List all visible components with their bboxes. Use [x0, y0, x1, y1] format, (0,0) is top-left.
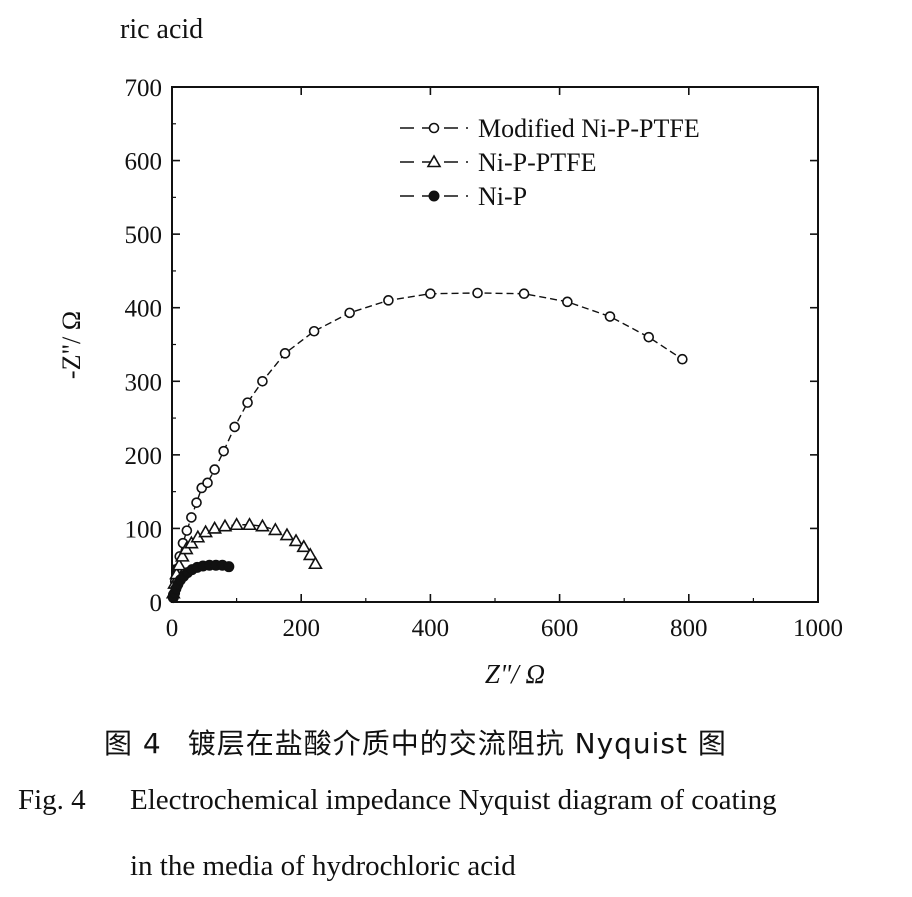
y-tick-label: 500 — [125, 222, 163, 249]
series-layer — [165, 287, 688, 604]
y-tick-label: 700 — [125, 75, 163, 102]
figure-caption-chinese: 图 4 镀层在盐酸介质中的交流阻抗 Nyquist 图 — [104, 722, 727, 762]
data-point — [242, 397, 253, 408]
legend-item: Ni-P-PTFE — [400, 148, 596, 177]
data-point — [308, 325, 320, 337]
data-point — [302, 547, 318, 561]
data-point — [677, 353, 688, 365]
legend-marker — [428, 190, 440, 202]
legend-label: Ni-P — [478, 182, 527, 211]
data-point — [181, 525, 193, 536]
data-point — [643, 331, 655, 343]
data-point — [518, 288, 530, 300]
data-point — [242, 517, 257, 531]
legend-label: Ni-P-PTFE — [478, 148, 596, 177]
data-point — [191, 497, 202, 508]
data-point — [344, 307, 355, 319]
y-tick-label: 300 — [125, 369, 163, 396]
figure-title-en-line1: Electrochemical impedance Nyquist diagra… — [130, 784, 777, 816]
data-point — [171, 557, 187, 571]
y-axis-label: -Z"/ Ω — [57, 311, 86, 379]
y-tick-label: 600 — [125, 149, 163, 176]
figure-caption-english: Fig. 4 Electrochemical impedance Nyquist … — [18, 786, 777, 815]
series-line — [172, 524, 317, 594]
data-point — [223, 561, 235, 573]
data-point — [207, 520, 223, 534]
legend-item: Ni-P — [400, 182, 527, 211]
series-line — [172, 292, 683, 595]
axes-layer: 0 200 400 600 800 1000 0 100 200 300 400 500 600 700 — [125, 75, 844, 642]
legend-item: Modified Ni-P-PTFE — [400, 114, 700, 143]
y-tick-label: 100 — [125, 516, 163, 543]
data-point — [174, 548, 190, 562]
data-point — [472, 287, 483, 299]
x-tick-label: 200 — [282, 615, 320, 642]
figure-title-en-line2: in the media of hydrochloric acid — [130, 850, 516, 882]
x-tick-label: 1000 — [793, 615, 843, 642]
data-point — [279, 527, 295, 541]
legend-label: Modified Ni-P-PTFE — [478, 114, 700, 143]
figure-number-en: Fig. 4 — [18, 784, 86, 816]
data-point — [217, 518, 233, 532]
series-ni-p — [167, 559, 235, 604]
x-tick-label: 400 — [412, 615, 450, 642]
data-point — [383, 295, 394, 306]
legend-marker — [426, 154, 442, 168]
data-point — [562, 296, 573, 308]
data-point — [288, 533, 304, 547]
data-point — [198, 524, 213, 538]
y-tick-label: 400 — [125, 296, 163, 323]
data-point — [257, 375, 268, 387]
data-point — [425, 288, 436, 300]
legend-marker — [428, 122, 440, 134]
page-text-fragment: ric acid — [120, 14, 204, 45]
data-point — [209, 464, 220, 475]
x-tick-label: 800 — [670, 615, 708, 642]
series-modified-ni-p-ptfe — [167, 287, 688, 600]
data-point — [186, 512, 197, 523]
data-point — [229, 517, 244, 531]
x-axis-label: Z"/ Ω — [485, 659, 545, 689]
data-point — [218, 445, 229, 457]
figure-title-cn: 镀层在盐酸介质中的交流阻抗 Nyquist 图 — [187, 727, 727, 760]
x-tick-label: 0 — [166, 615, 179, 642]
data-point — [279, 348, 291, 359]
x-tick-label: 600 — [541, 615, 579, 642]
data-point — [255, 518, 270, 532]
chart-legend: Modified Ni-P-PTFE Ni-P-PTFE Ni-P — [400, 114, 700, 211]
data-point — [202, 477, 213, 489]
data-point — [267, 522, 283, 536]
data-point — [229, 421, 240, 433]
y-tick-label: 0 — [150, 590, 163, 617]
nyquist-chart: 0 200 400 600 800 10000100200300400500600700 … — [57, 75, 844, 689]
data-point — [604, 311, 616, 322]
figure-number-cn: 图 4 — [104, 727, 162, 760]
data-point — [308, 556, 323, 570]
data-point — [296, 539, 312, 553]
y-tick-label: 200 — [125, 443, 163, 470]
